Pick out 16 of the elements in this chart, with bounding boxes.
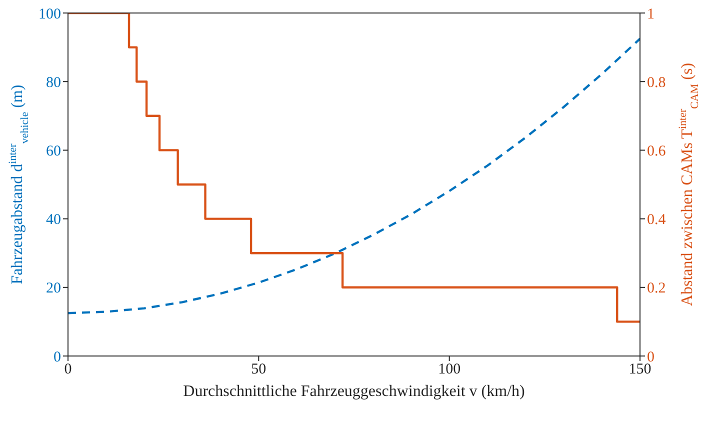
x-tick-label: 150 [628, 362, 652, 378]
y-tick-label: 20 [46, 280, 61, 297]
x-tick-label: 0 [64, 362, 72, 378]
y2-tick-label: 0.4 [647, 212, 666, 228]
y2-tick-label: 0.6 [647, 144, 666, 160]
y2-tick-label: 1 [647, 6, 654, 22]
y-tick-label: 80 [46, 74, 61, 91]
y2-tick-label: 0.2 [647, 280, 666, 297]
y-tick-label: 100 [38, 6, 61, 22]
y-tick-label: 60 [46, 144, 61, 160]
x-tick-label: 50 [251, 362, 266, 378]
x-axis-title: Durchschnittliche Fahrzeuggeschwindigkeit v (km/h) [183, 383, 525, 400]
x-tick-label: 100 [438, 362, 461, 378]
y-tick-label: 40 [46, 212, 61, 228]
y-tick-label: 0 [54, 349, 61, 366]
y2-tick-label: 0.8 [647, 74, 666, 91]
